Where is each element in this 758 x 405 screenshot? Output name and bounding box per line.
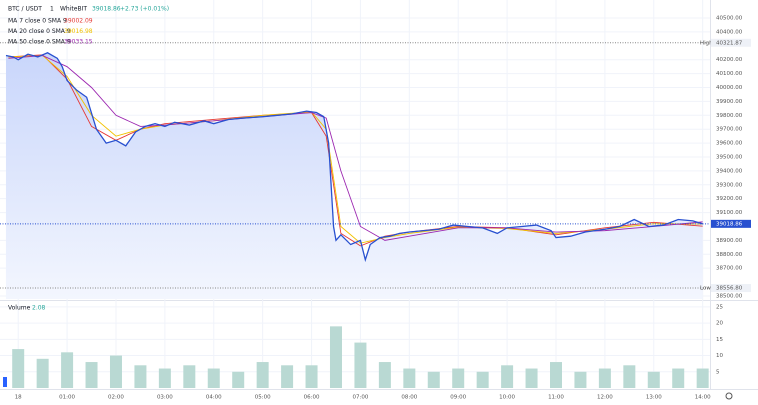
symbol: BTC / USDT [8, 6, 42, 13]
volume-bar [207, 368, 220, 388]
x-tick-label: 10:00 [499, 395, 515, 401]
y-tick-label: 39600.00 [716, 141, 743, 147]
volume-bar [598, 368, 611, 388]
high-tag [711, 38, 751, 47]
x-tick-label: 02:00 [108, 395, 124, 401]
volume-bar [61, 352, 74, 388]
volume-bar [36, 358, 49, 388]
y-tick-label: 39100.00 [716, 210, 743, 216]
volume-bar [183, 365, 196, 388]
last-tag-value: 39018.86 [716, 221, 743, 227]
volume-bar [354, 342, 367, 388]
x-tick-label: 11:00 [548, 395, 564, 401]
y-tick-label: 39700.00 [716, 127, 743, 133]
y-tick-label: 40000.00 [716, 85, 743, 91]
y-tick-label: 39500.00 [716, 154, 743, 160]
interval: 1 [50, 6, 54, 13]
y-tick-label: 39300.00 [716, 182, 743, 188]
y-tick-label: 39800.00 [716, 113, 743, 119]
volume-bar [647, 371, 660, 388]
volume-bar [427, 371, 440, 388]
volume-bar [158, 368, 171, 388]
y-tick-label: 38900.00 [716, 238, 743, 244]
volume-bar [378, 362, 391, 388]
y-tick-label: 25 [716, 304, 723, 310]
y-tick-label: 40500.00 [716, 16, 743, 22]
legend-value: 39002.09 [64, 18, 93, 25]
y-tick-label: 40400.00 [716, 29, 743, 35]
volume-bar [549, 362, 562, 388]
y-tick-label: 39400.00 [716, 168, 743, 174]
volume-label: Volume [8, 305, 31, 312]
change: +2.73 (+0.01%) [120, 6, 169, 13]
volume-bar [256, 362, 269, 388]
volume-bar [696, 368, 709, 388]
x-tick-label: 13:00 [646, 395, 662, 401]
volume-bar [574, 371, 587, 388]
y-tick-label: 39200.00 [716, 196, 743, 202]
y-tick-label: 20 [716, 321, 723, 327]
y-tick-label: 40100.00 [716, 71, 743, 77]
ma-line [8, 54, 703, 247]
y-tick-label: 38500.00 [716, 293, 743, 299]
high-value: 40321.87 [716, 40, 743, 46]
settings-icon[interactable] [725, 392, 733, 400]
volume-bar [232, 371, 245, 388]
x-tick-label: 06:00 [304, 395, 320, 401]
x-tick-label: 04:00 [206, 395, 222, 401]
volume-bar [501, 365, 514, 388]
y-tick-label: 39900.00 [716, 99, 743, 105]
volume-bar [12, 349, 25, 388]
x-tick-label: 07:00 [353, 395, 369, 401]
x-tick-label: 01:00 [59, 395, 75, 401]
y-tick-label: 10 [716, 353, 723, 359]
volume-bar [329, 326, 342, 388]
volume-bar [452, 368, 465, 388]
y-tick-label: 38800.00 [716, 252, 743, 258]
legend-name: MA 20 close 0 SMA 9 [8, 28, 71, 35]
legend-name: MA 50 close 0 SMA 9 [8, 39, 71, 46]
y-tick-label: 5 [716, 369, 720, 375]
y-tick-label: 15 [716, 337, 723, 343]
legend-value: 39033.15 [64, 39, 93, 46]
last-price: 39018.86 [92, 6, 121, 13]
exchange: WhiteBIT [60, 6, 87, 13]
volume-bar [672, 368, 685, 388]
volume-bar [525, 368, 538, 388]
high-label: High [700, 40, 713, 46]
scroll-handle[interactable] [3, 377, 7, 387]
x-tick-label: 03:00 [157, 395, 173, 401]
volume-last: 2.08 [32, 305, 46, 312]
y-tick-label: 40200.00 [716, 57, 743, 63]
x-tick-label: 08:00 [401, 395, 417, 401]
x-tick-label: 05:00 [255, 395, 271, 401]
legend-value: 39016.98 [64, 28, 93, 35]
volume-bar [281, 365, 294, 388]
low-tag [711, 284, 751, 293]
volume-bar [305, 365, 318, 388]
low-value: 38556.80 [716, 286, 743, 292]
price-line [5, 52, 703, 263]
low-label: Low [700, 286, 711, 292]
legend-name: MA 7 close 0 SMA 9 [8, 18, 67, 25]
volume-bar [85, 362, 98, 388]
volume-bar [109, 355, 122, 388]
volume-bar [403, 368, 416, 388]
price-area [5, 52, 703, 300]
volume-bar [134, 365, 147, 388]
x-tick-label: 12:00 [597, 395, 613, 401]
ma-line [8, 55, 703, 241]
volume-bar [623, 365, 636, 388]
x-tick-label: 18 [15, 395, 22, 401]
x-tick-label: 14:00 [695, 395, 711, 401]
last-tag [711, 219, 751, 228]
y-tick-label: 38700.00 [716, 266, 743, 272]
volume-bar [476, 371, 489, 388]
x-tick-label: 09:00 [450, 395, 466, 401]
